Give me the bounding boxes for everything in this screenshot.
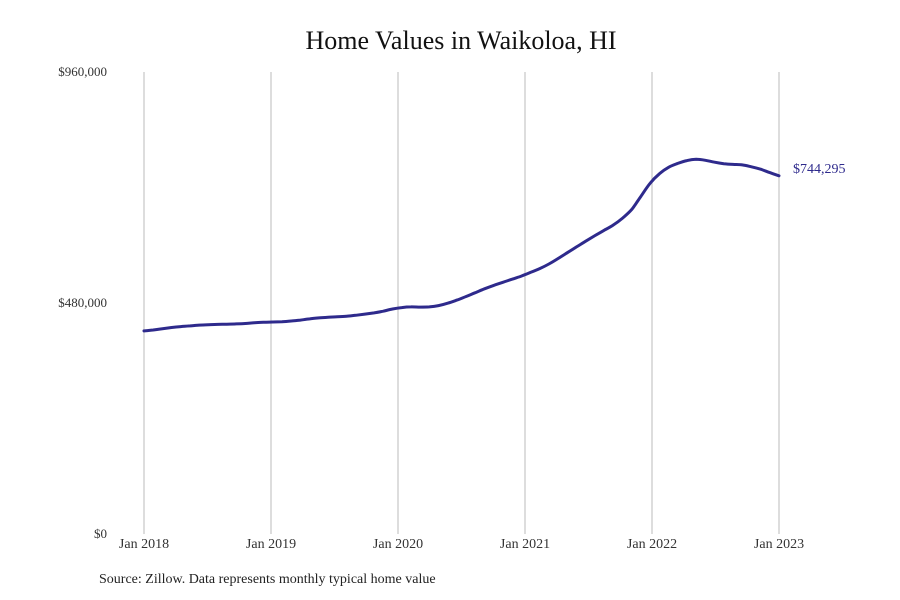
y-tick-960000: $960,000: [58, 64, 107, 79]
x-tick-jan-2021: Jan 2021: [499, 537, 551, 552]
x-tick-jan-2023: Jan 2023: [753, 537, 805, 552]
y-tick-0: $0: [94, 526, 107, 541]
final-value-label: $744,295: [793, 162, 846, 177]
source-note: Source: Zillow. Data represents monthly …: [99, 572, 436, 587]
y-tick-480000: $480,000: [58, 295, 107, 310]
x-tick-jan-2020: Jan 2020: [372, 537, 424, 552]
x-tick-jan-2018: Jan 2018: [118, 537, 170, 552]
chart-title: Home Values in Waikoloa, HI: [305, 26, 617, 55]
home-value-line: [142, 157, 781, 333]
x-tick-jan-2019: Jan 2019: [245, 537, 297, 552]
x-tick-jan-2022: Jan 2022: [626, 537, 678, 552]
vertical-gridlines: [143, 72, 780, 534]
